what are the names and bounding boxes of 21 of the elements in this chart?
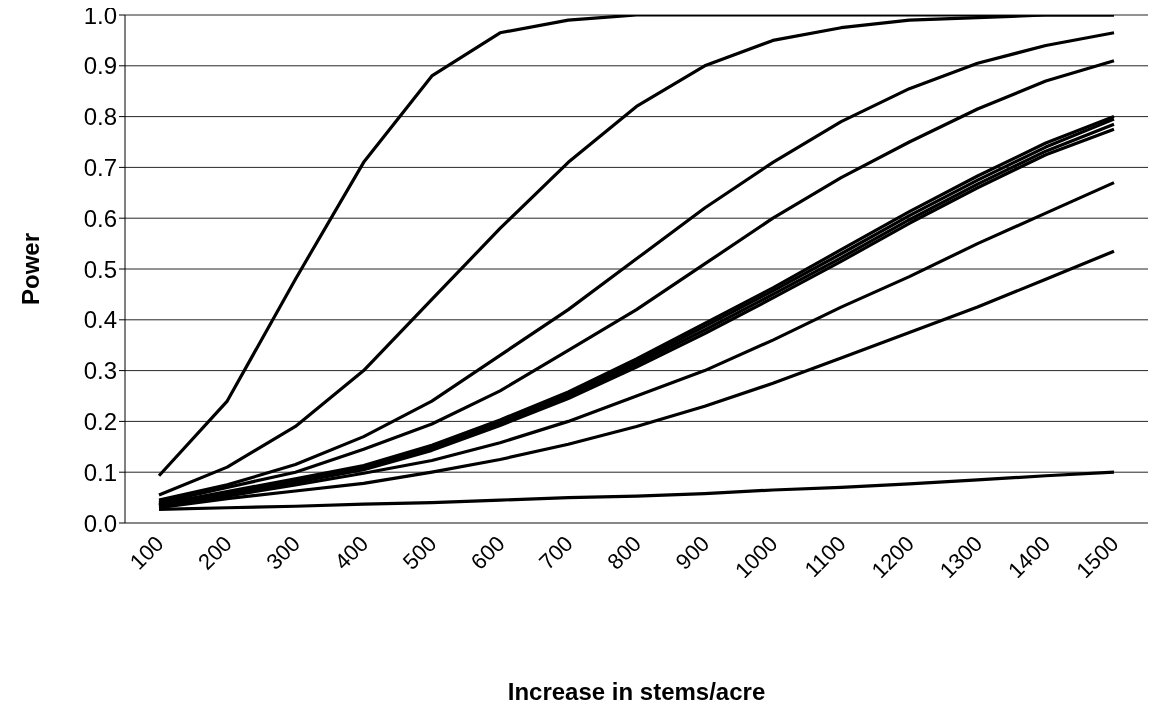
x-tick-label: 300 [261,530,305,575]
x-tick-label: 700 [534,530,578,575]
y-axis-title: Power [16,232,44,306]
y-tick-label: 0.3 [83,357,117,385]
y-tick-label: 0.2 [83,407,117,435]
y-tick-label: 0.0 [83,509,117,537]
y-tick-label: 0.8 [83,103,117,131]
y-tick-label: 0.1 [83,458,117,486]
y-tick-label: 0.7 [83,153,117,181]
x-tick-label: 600 [465,530,510,575]
x-tick-label: 100 [124,530,169,575]
y-tick-label: 0.4 [83,306,117,334]
x-tick-label: 200 [193,530,237,575]
x-tick-label: 900 [670,530,715,575]
x-tick-label: 800 [602,530,647,575]
x-tick-label: 500 [397,530,442,575]
y-tick-label: 0.5 [83,255,117,283]
y-tick-label: 0.6 [83,204,117,232]
y-tick-label: 0.9 [83,52,117,80]
x-tick-label: 400 [329,530,374,575]
x-axis-title: Increase in stems/acre [507,678,766,705]
